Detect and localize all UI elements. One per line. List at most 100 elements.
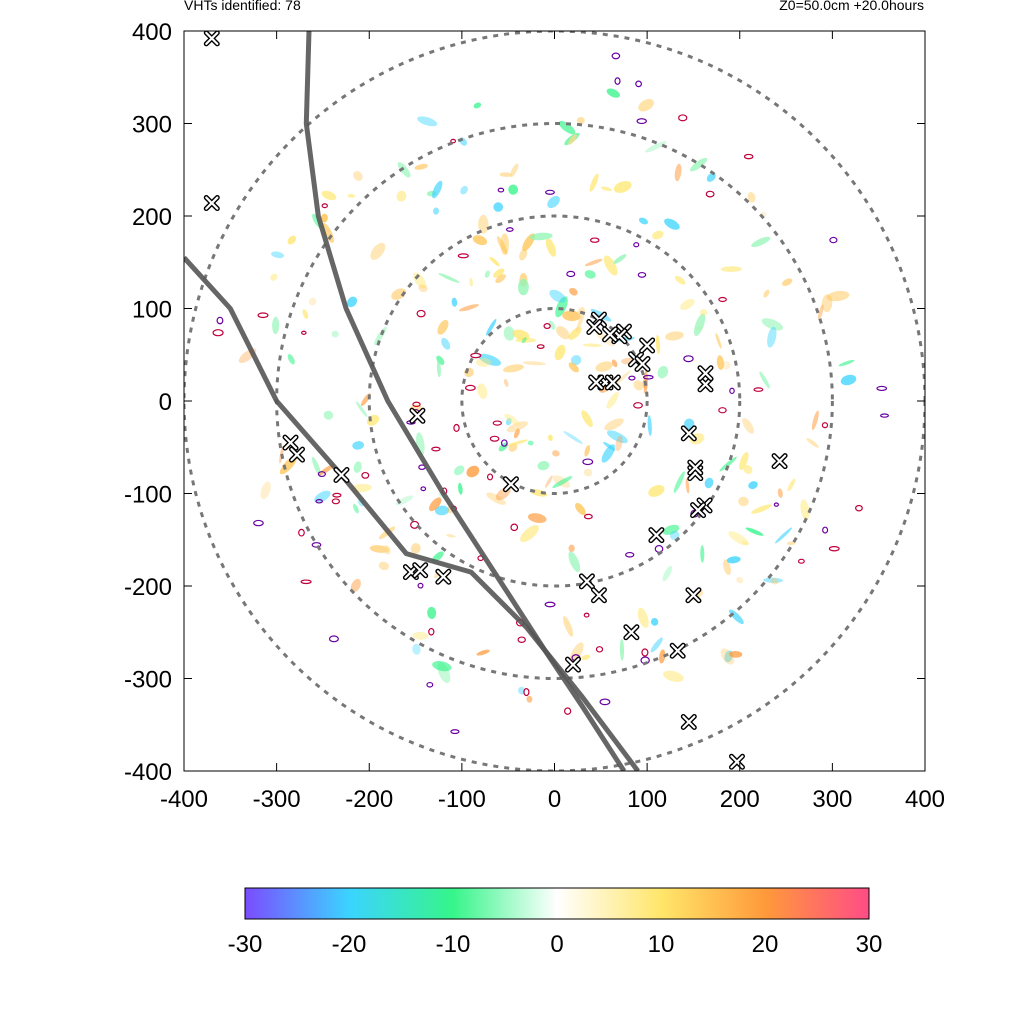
field-blob	[432, 660, 452, 672]
field-blob	[353, 171, 363, 181]
y-tick-label: -400	[124, 759, 172, 786]
vorticity-contour	[628, 375, 636, 381]
x-tick-label: -300	[253, 786, 301, 813]
field-blob	[569, 287, 578, 296]
field-blob	[576, 116, 585, 124]
vorticity-contour	[633, 402, 643, 409]
field-blob	[353, 503, 359, 514]
field-blob	[747, 192, 756, 203]
field-blob	[742, 540, 750, 546]
field-blob	[555, 296, 568, 318]
x-tick-label: -200	[345, 786, 393, 813]
vorticity-contour	[614, 77, 621, 85]
field-blob	[503, 378, 509, 387]
field-blob	[650, 637, 663, 653]
field-blob	[662, 565, 673, 582]
vht-marker	[282, 434, 299, 451]
field-blob	[545, 475, 553, 488]
vorticity-contour	[420, 486, 427, 492]
vorticity-contour	[300, 579, 312, 585]
field-blob	[558, 120, 576, 135]
field-blob	[787, 478, 796, 492]
field-blob	[606, 88, 620, 98]
field-blob	[545, 238, 557, 257]
field-blob	[493, 202, 504, 212]
vorticity-contour	[821, 422, 829, 429]
field-blob	[595, 361, 613, 372]
field-blob	[604, 418, 624, 431]
vht-marker	[728, 753, 745, 770]
field-blob	[478, 353, 501, 366]
field-blob	[441, 337, 451, 350]
field-blob	[619, 638, 625, 661]
field-blob	[647, 415, 652, 436]
field-blob	[486, 492, 506, 505]
field-blob	[433, 207, 440, 215]
field-blob	[548, 320, 556, 330]
vht-marker	[203, 195, 220, 212]
field-blob	[350, 578, 361, 593]
vorticity-contour	[298, 528, 305, 537]
field-blob	[437, 319, 449, 335]
field-blob	[373, 326, 387, 346]
field-blob	[665, 331, 684, 341]
field-blob	[662, 524, 680, 535]
field-blob	[736, 576, 744, 584]
vorticity-contour	[301, 330, 307, 335]
vht-marker	[412, 562, 429, 579]
field-blob	[554, 344, 566, 361]
field-blob	[476, 649, 490, 656]
field-blob	[763, 289, 770, 298]
vorticity-contour	[332, 492, 342, 498]
field-blob	[508, 184, 519, 195]
vorticity-contour	[428, 627, 435, 636]
field-blob	[777, 488, 783, 498]
params-label: Z0=50.0cm +20.0hours	[779, 0, 924, 13]
field-blob	[321, 190, 337, 201]
vht-marker	[586, 319, 603, 335]
vorticity-contour	[544, 601, 556, 608]
vorticity-contour	[253, 519, 264, 527]
vorticity-contour	[829, 236, 838, 244]
field-blob	[378, 561, 389, 571]
colorbar-tick-label: -20	[332, 931, 367, 958]
field-blob	[346, 296, 358, 308]
field-blob	[370, 242, 386, 260]
tracks	[184, 31, 640, 771]
field-blob	[763, 577, 783, 583]
vorticity-contour	[315, 499, 323, 504]
vorticity-contour	[431, 446, 441, 452]
field-blob	[729, 651, 743, 658]
field-blob	[589, 173, 599, 192]
field-blob	[260, 481, 271, 500]
vorticity-contour	[678, 114, 688, 122]
field-blob	[412, 643, 421, 655]
vorticity-contour	[536, 344, 545, 349]
axes: -400 -300 -200 -100 0 100 200 300 400 -400 -300 -20…	[124, 19, 945, 813]
vht-marker	[604, 374, 621, 391]
field-blob	[770, 578, 779, 585]
x-tick-label: 0	[548, 786, 561, 813]
field-blob	[584, 258, 603, 267]
vorticity-contour	[589, 237, 600, 243]
field-blob	[614, 370, 631, 386]
vorticity-contour	[599, 698, 611, 706]
vorticity-contour	[492, 420, 502, 426]
field-blob	[287, 235, 297, 245]
field-blob	[458, 482, 463, 495]
range-ring	[367, 214, 742, 588]
vht-marker	[685, 587, 702, 604]
field-blob	[645, 141, 667, 153]
vorticity-contour	[705, 190, 715, 198]
vht-marker	[435, 568, 452, 585]
vorticity-contour	[543, 323, 551, 330]
field-blob	[505, 418, 512, 426]
vht-marker	[687, 459, 704, 476]
vht-marker	[203, 31, 220, 47]
field-blob	[568, 551, 581, 573]
vht-markers	[203, 31, 788, 770]
x-tick-label: 400	[905, 786, 945, 813]
field-blob	[445, 534, 456, 538]
field-blob	[745, 527, 764, 536]
field-blob	[800, 499, 810, 520]
